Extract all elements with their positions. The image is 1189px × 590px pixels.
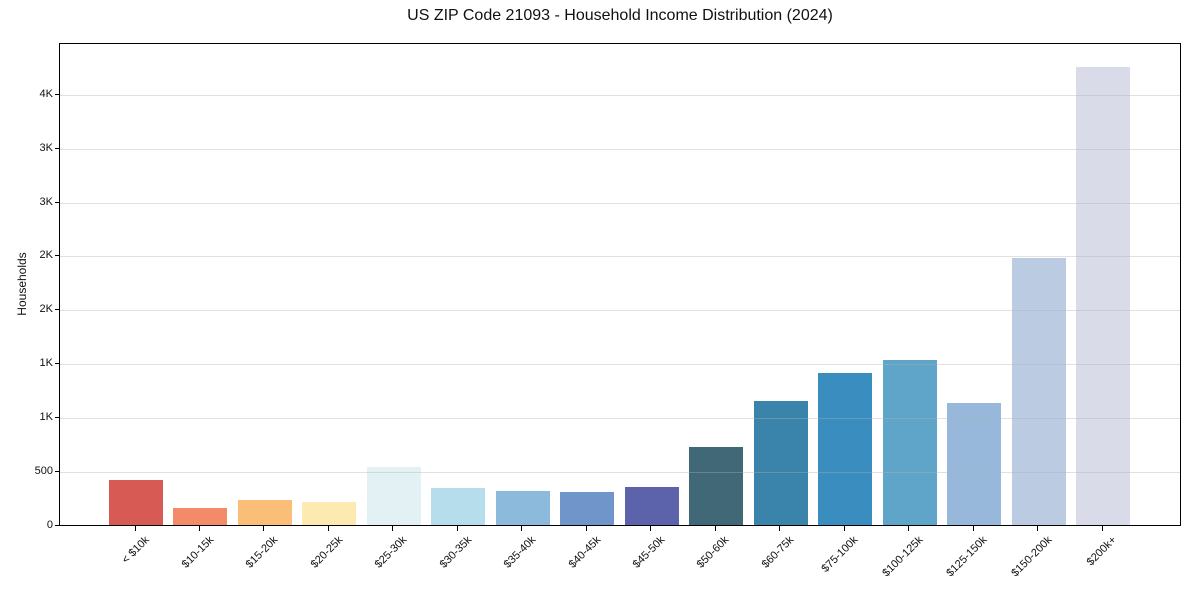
x-tick-label: $50-60k: [695, 534, 732, 571]
bar: [302, 502, 357, 525]
x-tick-mark: [521, 526, 523, 531]
bar: [560, 492, 615, 525]
bar: [818, 372, 873, 525]
x-tick-label: $150-200k: [1008, 534, 1055, 580]
x-tick-label: $100-125k: [879, 534, 926, 580]
bar: [1076, 66, 1131, 525]
y-tick-mark: [55, 201, 59, 203]
x-tick-mark: [650, 526, 652, 531]
y-tick-label: 2K: [39, 249, 53, 262]
x-tick-mark: [1101, 526, 1103, 531]
y-tick-label: 0: [46, 519, 53, 531]
x-tick-label: $10-15k: [179, 534, 216, 571]
y-tick-label: 3K: [39, 141, 53, 154]
y-tick-label: 2K: [39, 303, 53, 316]
y-tick-label: 500: [34, 465, 53, 478]
x-tick-mark: [198, 526, 200, 531]
y-tick-mark: [55, 255, 59, 257]
x-tick-label: $125-150k: [944, 534, 990, 580]
bar: [109, 480, 163, 525]
x-tick-mark: [585, 526, 587, 531]
x-tick-label: $15-20k: [243, 534, 281, 571]
bar: [1011, 258, 1066, 525]
x-tick-label: $25-30k: [372, 534, 410, 571]
y-gridline: [60, 94, 1180, 96]
y-tick-mark: [55, 525, 59, 526]
x-tick-label: $45-50k: [630, 534, 668, 571]
y-tick-mark: [55, 93, 59, 95]
x-tick-mark: [134, 526, 136, 531]
bar: [947, 402, 1002, 525]
x-tick-label: $40-45k: [566, 534, 603, 571]
y-tick-mark: [55, 471, 59, 473]
x-tick-label: < $10k: [119, 534, 152, 567]
x-tick-mark: [779, 526, 781, 531]
x-tick-label: $20-25k: [308, 534, 345, 571]
x-tick-mark: [972, 526, 974, 531]
bar: [366, 466, 421, 525]
bar: [689, 446, 744, 525]
bar: [624, 486, 679, 525]
y-tick-label: 4K: [39, 87, 53, 100]
x-tick-mark: [714, 526, 716, 531]
bar: [431, 488, 486, 525]
bar: [753, 401, 808, 525]
y-gridline: [60, 148, 1180, 150]
x-tick-label: $75-100k: [819, 534, 861, 575]
y-tick-mark: [55, 309, 59, 311]
x-tick-mark: [327, 526, 329, 531]
chart-title: US ZIP Code 21093 - Household Income Dis…: [407, 7, 833, 24]
y-tick-label: 3K: [39, 195, 53, 208]
bar: [882, 360, 937, 525]
x-tick-label: $200k+: [1084, 534, 1119, 569]
y-gridline: [60, 202, 1180, 204]
y-tick-label: 1K: [39, 411, 53, 424]
x-tick-mark: [456, 526, 458, 531]
x-tick-mark: [263, 526, 265, 531]
bar: [495, 490, 550, 525]
x-tick-mark: [392, 526, 394, 531]
y-tick-mark: [55, 363, 59, 365]
x-tick-mark: [843, 526, 845, 531]
bar: [173, 508, 228, 525]
x-tick-label: $35-40k: [501, 534, 539, 571]
y-tick-mark: [55, 417, 59, 419]
plot-area: [59, 43, 1181, 526]
y-tick-mark: [55, 147, 59, 149]
y-tick-label: 1K: [39, 357, 53, 370]
bar: [237, 500, 292, 525]
x-tick-mark: [1037, 526, 1039, 531]
x-tick-mark: [908, 526, 910, 531]
x-tick-label: $60-75k: [759, 534, 797, 571]
x-tick-label: $30-35k: [437, 534, 474, 571]
